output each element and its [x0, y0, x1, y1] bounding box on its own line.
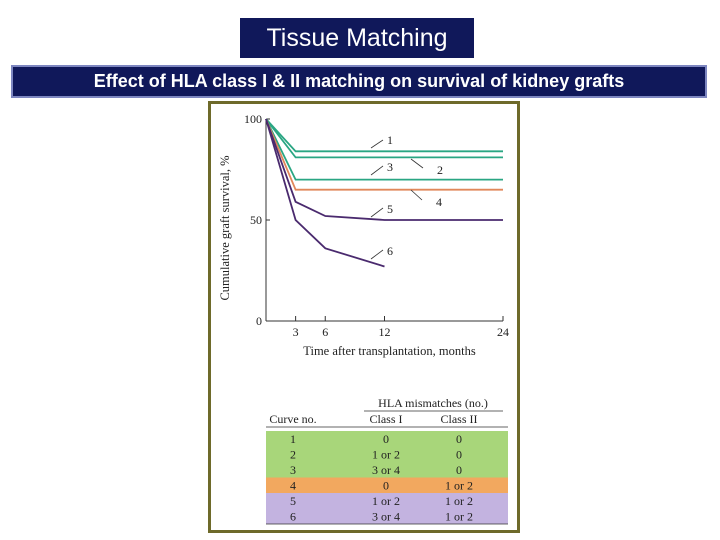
table-cell: 1 or 2 — [445, 494, 473, 508]
curve-label-6: 6 — [387, 244, 393, 258]
table-cell: 5 — [290, 494, 296, 508]
table-cell: 0 — [383, 432, 389, 446]
table-row — [266, 462, 508, 478]
series-line-5 — [265, 118, 503, 221]
curve-label-1: 1 — [387, 133, 393, 147]
page-title: Tissue Matching — [240, 18, 474, 58]
curve-label-3: 3 — [387, 160, 393, 174]
series-line-2 — [265, 118, 503, 159]
table-cell: 1 — [290, 432, 296, 446]
table-cell: 3 or 4 — [372, 463, 400, 477]
table-cell: 4 — [290, 479, 296, 493]
series-line-6 — [265, 118, 385, 268]
series-line-3 — [265, 118, 503, 181]
page-subtitle: Effect of HLA class I & II matching on s… — [11, 65, 707, 98]
table-row — [266, 493, 508, 509]
y-tick-label: 100 — [244, 112, 262, 126]
x-tick-label: 12 — [379, 325, 391, 339]
curve-label-2: 2 — [437, 163, 443, 177]
table-cell: 0 — [456, 432, 462, 446]
table-cell: 1 or 2 — [372, 448, 400, 462]
series-line-4 — [265, 118, 503, 191]
table-cell: 1 or 2 — [372, 494, 400, 508]
table-cell: 0 — [456, 448, 462, 462]
x-tick-label: 24 — [497, 325, 509, 339]
callout-leader-3 — [370, 165, 384, 176]
y-tick-label: 50 — [250, 213, 262, 227]
curve-label-5: 5 — [387, 202, 393, 216]
y-tick-label: 0 — [256, 314, 262, 328]
x-tick-label: 6 — [322, 325, 328, 339]
x-tick-label: 3 — [293, 325, 299, 339]
table-group-header: HLA mismatches (no.) — [378, 396, 488, 410]
callout-leader-5 — [370, 207, 384, 218]
table-row — [266, 431, 508, 447]
table-cell: 3 or 4 — [372, 510, 400, 524]
table-header-cell: Class II — [441, 412, 478, 426]
table-cell: 0 — [383, 479, 389, 493]
table-cell: 1 or 2 — [445, 510, 473, 524]
callout-leader-1 — [370, 139, 384, 149]
table-cell: 1 or 2 — [445, 479, 473, 493]
table-cell: 3 — [290, 463, 296, 477]
callout-leader-4 — [410, 189, 423, 201]
x-axis-label: Time after transplantation, months — [303, 344, 476, 358]
table-row — [266, 446, 508, 462]
table-header-cell: Class I — [370, 412, 403, 426]
table-header-cell: Curve no. — [269, 412, 316, 426]
y-axis-label: Cumulative graft survival, % — [218, 155, 232, 300]
table-row — [266, 477, 508, 493]
series-line-1 — [265, 118, 503, 153]
callout-leader-6 — [370, 249, 384, 260]
table-cell: 0 — [456, 463, 462, 477]
table-cell: 6 — [290, 510, 296, 524]
callout-leader-2 — [410, 158, 424, 169]
curve-label-4: 4 — [436, 195, 442, 209]
table-row — [266, 508, 508, 524]
figure-panel: 0 50 100 3 6 12 24 Time after transplantation, … — [208, 101, 520, 533]
table-cell: 2 — [290, 448, 296, 462]
